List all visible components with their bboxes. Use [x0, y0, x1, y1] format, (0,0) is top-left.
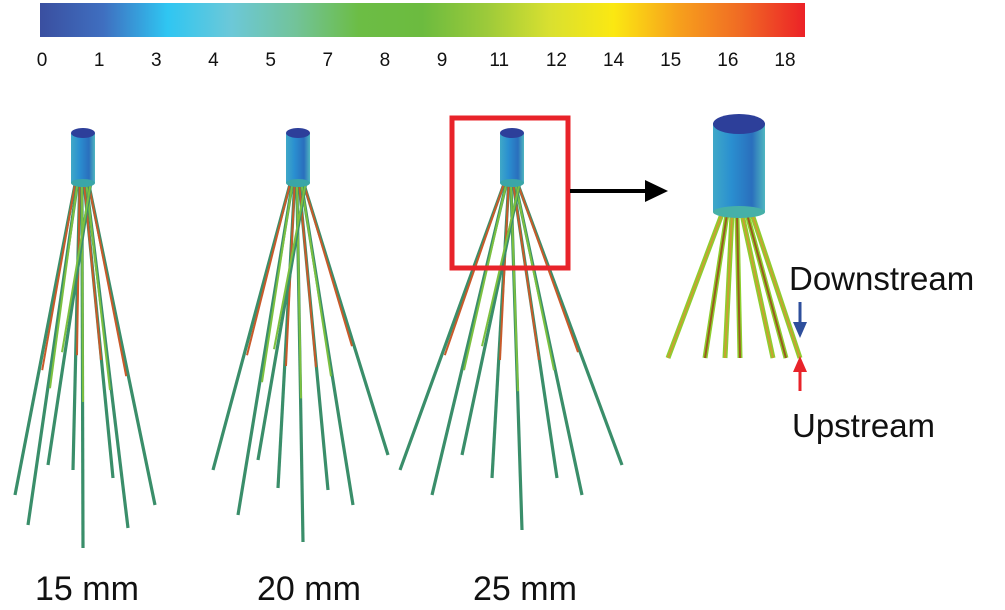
wire-core	[463, 182, 508, 371]
colorbar-tick-label: 16	[717, 50, 738, 71]
colorbar-tick-label: 18	[774, 50, 795, 71]
colorbar-tick-label: 7	[322, 50, 333, 71]
wire-core	[514, 182, 555, 371]
wire-core	[751, 213, 801, 359]
electrode-bundle	[211, 128, 390, 543]
wire-core	[61, 182, 92, 353]
electrode-bundle	[13, 128, 157, 549]
wire-core	[302, 182, 353, 347]
wire-core	[49, 182, 79, 389]
colorbar-tick-label: 14	[603, 50, 625, 71]
electrode-bundles	[13, 128, 624, 549]
zoomed-electrode	[665, 114, 803, 359]
wire-core	[273, 182, 307, 350]
cylinder-top	[71, 128, 95, 138]
colorbar-tick-label: 9	[437, 50, 448, 71]
colorbar-tick-label: 5	[265, 50, 276, 71]
zoomed-cylinder-top	[713, 114, 765, 134]
highlight-box	[449, 115, 571, 271]
wire-core	[295, 182, 302, 399]
wire-core	[746, 213, 787, 359]
wire-core	[246, 182, 292, 356]
colorbar-tick-label: 12	[546, 50, 567, 71]
wire-core	[41, 182, 77, 371]
colorbar-tick-label: 0	[37, 50, 48, 71]
colorbar-tick-label: 3	[151, 50, 162, 71]
colorbar-tick-label: 11	[489, 50, 509, 71]
zoom-arrow-head-icon	[645, 180, 668, 202]
cylinder-base	[71, 179, 95, 187]
wire-core	[300, 182, 332, 377]
downstream-arrow-icon	[793, 322, 807, 338]
wire-core	[499, 182, 510, 361]
wire-core	[85, 182, 111, 391]
panel-label-25mm: 25 mm	[473, 570, 577, 608]
cylinder-base	[286, 179, 310, 187]
wire-core	[704, 213, 728, 359]
colorbar-ticks: 0 1 3 4 5 7 8 9 11 12 14 15 16 18	[37, 50, 796, 71]
wire-core	[741, 213, 774, 359]
wire-core	[80, 182, 84, 403]
wire-core	[481, 182, 521, 347]
cylinder-top	[500, 128, 524, 138]
wire-core	[87, 182, 128, 377]
panel-label-20mm: 20 mm	[257, 570, 361, 608]
colorbar-tick-label: 8	[380, 50, 391, 71]
cylinder-base	[500, 179, 524, 187]
colorbar-tick-label: 4	[208, 50, 219, 71]
electrode-bundle	[398, 128, 624, 531]
upstream-label: Upstream	[792, 407, 935, 444]
cylinder-body	[500, 133, 524, 183]
zoomed-cylinder-body	[713, 123, 765, 212]
upstream-arrow-icon	[793, 356, 807, 372]
wire-core	[724, 213, 733, 359]
colorbar-tick-label: 15	[660, 50, 681, 71]
zoomed-cylinder-base	[713, 206, 765, 218]
colorbar	[40, 3, 805, 37]
cylinder-body	[286, 133, 310, 183]
wire-core	[736, 213, 741, 359]
downstream-label: Downstream	[789, 260, 974, 297]
cylinder-top	[286, 128, 310, 138]
wire-core	[512, 182, 540, 361]
cylinder-body	[71, 133, 95, 183]
wire-core	[667, 213, 723, 359]
colorbar-tick-label: 1	[94, 50, 105, 71]
panel-label-15mm: 15 mm	[35, 570, 139, 608]
wire-core	[261, 182, 294, 383]
